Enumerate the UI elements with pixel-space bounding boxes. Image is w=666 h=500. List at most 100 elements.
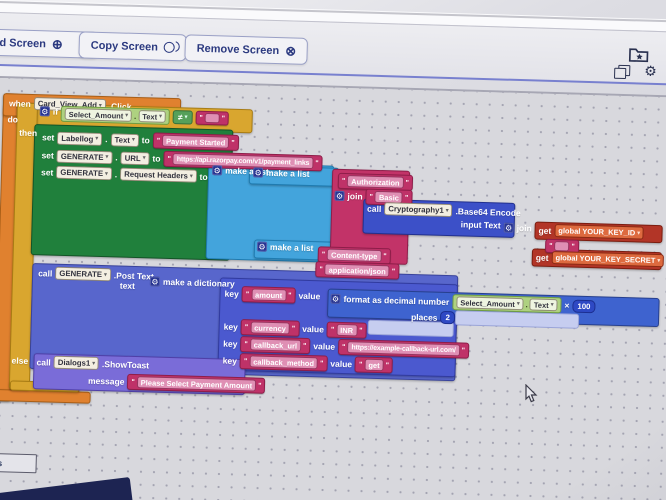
not-equal-operator-block[interactable]: ≠ ▾ — [172, 110, 193, 125]
string-value[interactable]: Please Select Payment Amount — [136, 376, 257, 392]
payment-started-string-block[interactable]: " Payment Started " — [152, 132, 239, 151]
mouse-cursor — [525, 384, 538, 403]
number-2-block[interactable]: 2 — [440, 310, 456, 325]
currency-key-string-block[interactable]: " currency " — [240, 319, 300, 337]
dot-separator: . — [105, 134, 108, 145]
chevron-down-icon: ▾ — [657, 257, 661, 264]
folder-star-icon[interactable] — [628, 46, 649, 63]
crypto-component-dropdown[interactable]: Cryptography1 ▾ — [384, 202, 453, 218]
pair-amount-row[interactable]: key " amount " value — [224, 286, 320, 305]
mutator-gear-icon[interactable]: ⚙ — [39, 106, 50, 117]
set3-component-dropdown[interactable]: GENERATE ▾ — [56, 165, 113, 181]
select-amount-text-getter[interactable]: Select_Amount ▾ . Text ▾ — [60, 105, 171, 125]
chevron-down-icon: ▾ — [159, 113, 163, 120]
input-text-param-row: input Text — [461, 219, 501, 230]
amount-key-string-block[interactable]: " amount " — [241, 286, 296, 304]
join-keys-row[interactable]: ⚙ join — [503, 222, 532, 234]
make-a-list-inner1-header[interactable]: ⚙ make a list — [252, 167, 310, 179]
mutator-gear-icon[interactable]: ⚙ — [212, 165, 223, 176]
when-keyword: when — [8, 97, 31, 109]
post-component-dropdown[interactable]: GENERATE ▾ — [55, 266, 112, 282]
mutator-gear-icon[interactable]: ⚙ — [503, 222, 514, 233]
mutator-gear-icon[interactable]: ⚙ — [330, 293, 341, 304]
string-value[interactable]: callback_url — [249, 338, 302, 352]
chevron-down-icon: ▾ — [189, 173, 193, 180]
value-keyword: value — [302, 323, 325, 335]
mutator-gear-icon[interactable]: ⚙ — [256, 241, 268, 252]
screen-toolbar: Add Screen ⊕ Copy Screen Remove Screen ⊗ — [0, 11, 666, 87]
warning-count: 0 — [0, 433, 1, 443]
toast-component-dropdown[interactable]: Dialogs1 ▾ — [53, 355, 100, 370]
getter-component-dropdown[interactable]: Select_Amount ▾ — [456, 296, 524, 311]
set1-component-dropdown[interactable]: Labellog ▾ — [57, 131, 103, 146]
settings-gear-icon[interactable]: ⚙ — [644, 62, 658, 79]
toast-method-name: .ShowToast — [101, 358, 150, 370]
getter-property-dropdown[interactable]: Text ▾ — [138, 110, 167, 123]
get-keyword: get — [535, 252, 549, 263]
callback-method-key-string-block[interactable]: " callback_method " — [239, 353, 328, 372]
getter-property-dropdown[interactable]: Text ▾ — [529, 298, 558, 312]
chevron-down-icon: ▾ — [142, 155, 146, 162]
application-json-string-row[interactable]: " application/json " — [315, 261, 400, 280]
string-value[interactable]: amount — [250, 288, 287, 302]
collapsed-panel-button[interactable]: gs — [0, 452, 37, 474]
string-value[interactable]: INR — [336, 323, 358, 337]
places-row[interactable]: places 2 — [410, 310, 456, 325]
message-param-label: message — [87, 375, 125, 387]
key-keyword: key — [223, 321, 239, 332]
make-a-list-inner2-header[interactable]: ⚙ make a list — [256, 241, 314, 253]
set2-property-dropdown[interactable]: URL ▾ — [120, 151, 150, 165]
input-text-param-label: input Text — [460, 219, 501, 231]
set1-property-dropdown[interactable]: Text ▾ — [110, 132, 139, 147]
chevron-down-icon: ▾ — [105, 170, 108, 177]
join-label: join — [516, 222, 532, 234]
mutator-gear-icon[interactable]: ⚙ — [334, 190, 345, 201]
places-label: places — [410, 311, 438, 323]
chevron-down-icon: ▾ — [105, 154, 109, 161]
string-value[interactable]: currency — [250, 321, 291, 335]
string-value[interactable]: Payment Started — [161, 134, 230, 149]
string-value[interactable]: get — [364, 358, 384, 372]
callback-url-key-string-block[interactable]: " callback_url " — [240, 336, 311, 355]
to-keyword: to — [141, 135, 150, 146]
call-keyword: call — [367, 203, 382, 214]
inr-string-block[interactable]: " INR " — [326, 321, 367, 339]
mutator-gear-icon[interactable]: ⚙ — [252, 167, 264, 178]
chevron-down-icon: ▾ — [445, 207, 449, 214]
application-json-string-block[interactable]: " application/json " — [315, 261, 400, 280]
post-method-name: .Post Text — [113, 269, 154, 282]
remove-screen-label: Remove Screen — [196, 42, 280, 57]
remove-icon: ⊗ — [284, 43, 297, 59]
number-100-block[interactable]: 100 — [572, 299, 596, 313]
if-header-row[interactable]: ⚙ if — [39, 106, 58, 117]
string-value[interactable]: callback_method — [249, 355, 319, 370]
set2-component-dropdown[interactable]: GENERATE ▾ — [56, 149, 113, 164]
string-value[interactable]: Authorization — [347, 175, 404, 189]
global-key-id-dropdown[interactable]: global YOUR_KEY_ID ▾ — [554, 224, 645, 240]
then-label-row: then — [19, 128, 37, 139]
copy-screen-label: Copy Screen — [90, 39, 159, 54]
select-amount-text-getter[interactable]: Select_Amount ▾ . Text ▾ — [452, 294, 562, 314]
set3-property-dropdown[interactable]: Request Headers ▾ — [120, 167, 197, 183]
chevron-down-icon: ▾ — [95, 135, 99, 142]
get-keyword: get — [538, 225, 552, 236]
mutator-gear-icon[interactable]: ⚙ — [149, 276, 161, 287]
string-value[interactable]: application/json — [324, 263, 390, 278]
blocks-canvas[interactable]: when Card_View_Add ▾ .Click do ⚙ if Selec… — [0, 77, 666, 500]
do-label-row: do — [7, 114, 18, 124]
getter-component-dropdown[interactable]: Select_Amount ▾ — [64, 107, 133, 122]
copy-screen-button[interactable]: Copy Screen — [78, 31, 188, 62]
string-value[interactable]: Content-type — [326, 248, 382, 263]
string-value[interactable]: https://example-callback-url.com/ — [347, 341, 460, 357]
string-value[interactable] — [554, 241, 570, 252]
empty-string-block[interactable]: " " — [195, 110, 230, 126]
make-a-list-label: make a list — [265, 167, 310, 179]
get-method-string-block[interactable]: " get " — [354, 356, 394, 374]
remove-screen-button[interactable]: Remove Screen ⊗ — [184, 34, 309, 65]
layers-icon[interactable] — [613, 64, 631, 80]
text-param-label: text — [119, 280, 136, 292]
string-value[interactable] — [204, 112, 220, 124]
chevron-down-icon: ▾ — [131, 136, 135, 143]
else-label-row: else — [11, 355, 28, 365]
